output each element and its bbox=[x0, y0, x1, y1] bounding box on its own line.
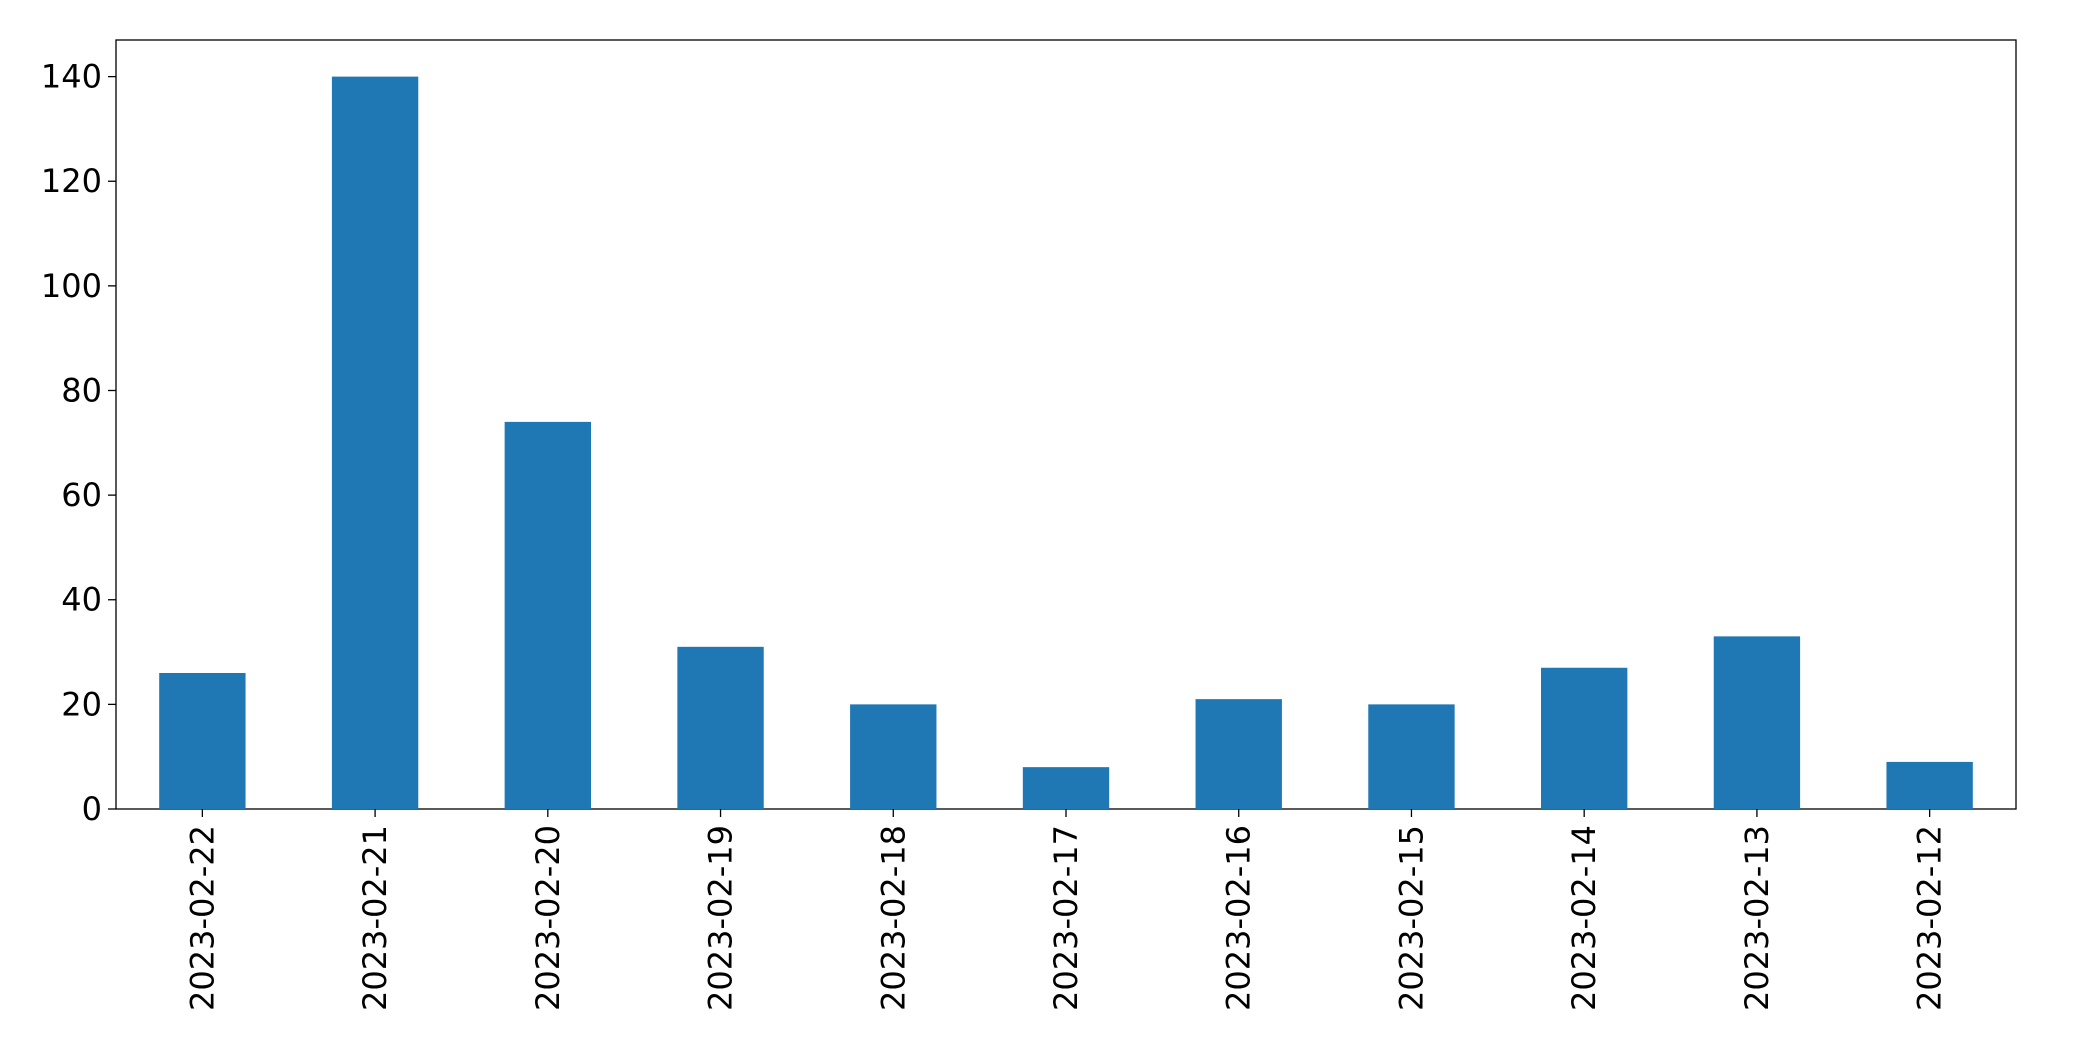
y-tick-label: 20 bbox=[61, 685, 102, 723]
bar bbox=[1541, 667, 1628, 809]
y-tick-label: 60 bbox=[61, 476, 102, 514]
y-tick-label: 100 bbox=[41, 267, 102, 305]
y-tick-label: 0 bbox=[82, 790, 102, 828]
x-tick-label: 2023-02-13 bbox=[1738, 825, 1776, 1011]
bar bbox=[850, 704, 937, 809]
x-tick-label: 2023-02-15 bbox=[1392, 825, 1430, 1011]
x-tick-label: 2023-02-20 bbox=[529, 825, 567, 1011]
x-tick-label: 2023-02-12 bbox=[1911, 825, 1949, 1011]
bar bbox=[159, 672, 246, 809]
y-tick-label: 140 bbox=[41, 58, 102, 96]
x-tick-label: 2023-02-18 bbox=[874, 825, 912, 1011]
y-tick-label: 40 bbox=[61, 581, 102, 619]
x-tick-label: 2023-02-16 bbox=[1220, 825, 1258, 1011]
bar bbox=[1368, 704, 1455, 809]
bar bbox=[331, 76, 419, 810]
x-tick-label: 2023-02-14 bbox=[1565, 825, 1603, 1011]
x-tick-label: 2023-02-21 bbox=[356, 825, 394, 1011]
x-tick-label: 2023-02-19 bbox=[702, 825, 740, 1011]
y-tick-label: 120 bbox=[41, 162, 102, 200]
bar bbox=[1195, 699, 1282, 809]
bar bbox=[1022, 767, 1110, 809]
bar bbox=[1713, 636, 1801, 809]
bar bbox=[1886, 761, 1973, 809]
y-tick-label: 80 bbox=[61, 371, 102, 409]
x-tick-label: 2023-02-17 bbox=[1047, 825, 1085, 1011]
x-tick-label: 2023-02-22 bbox=[183, 825, 221, 1011]
bar bbox=[677, 646, 764, 809]
bar bbox=[504, 421, 591, 809]
